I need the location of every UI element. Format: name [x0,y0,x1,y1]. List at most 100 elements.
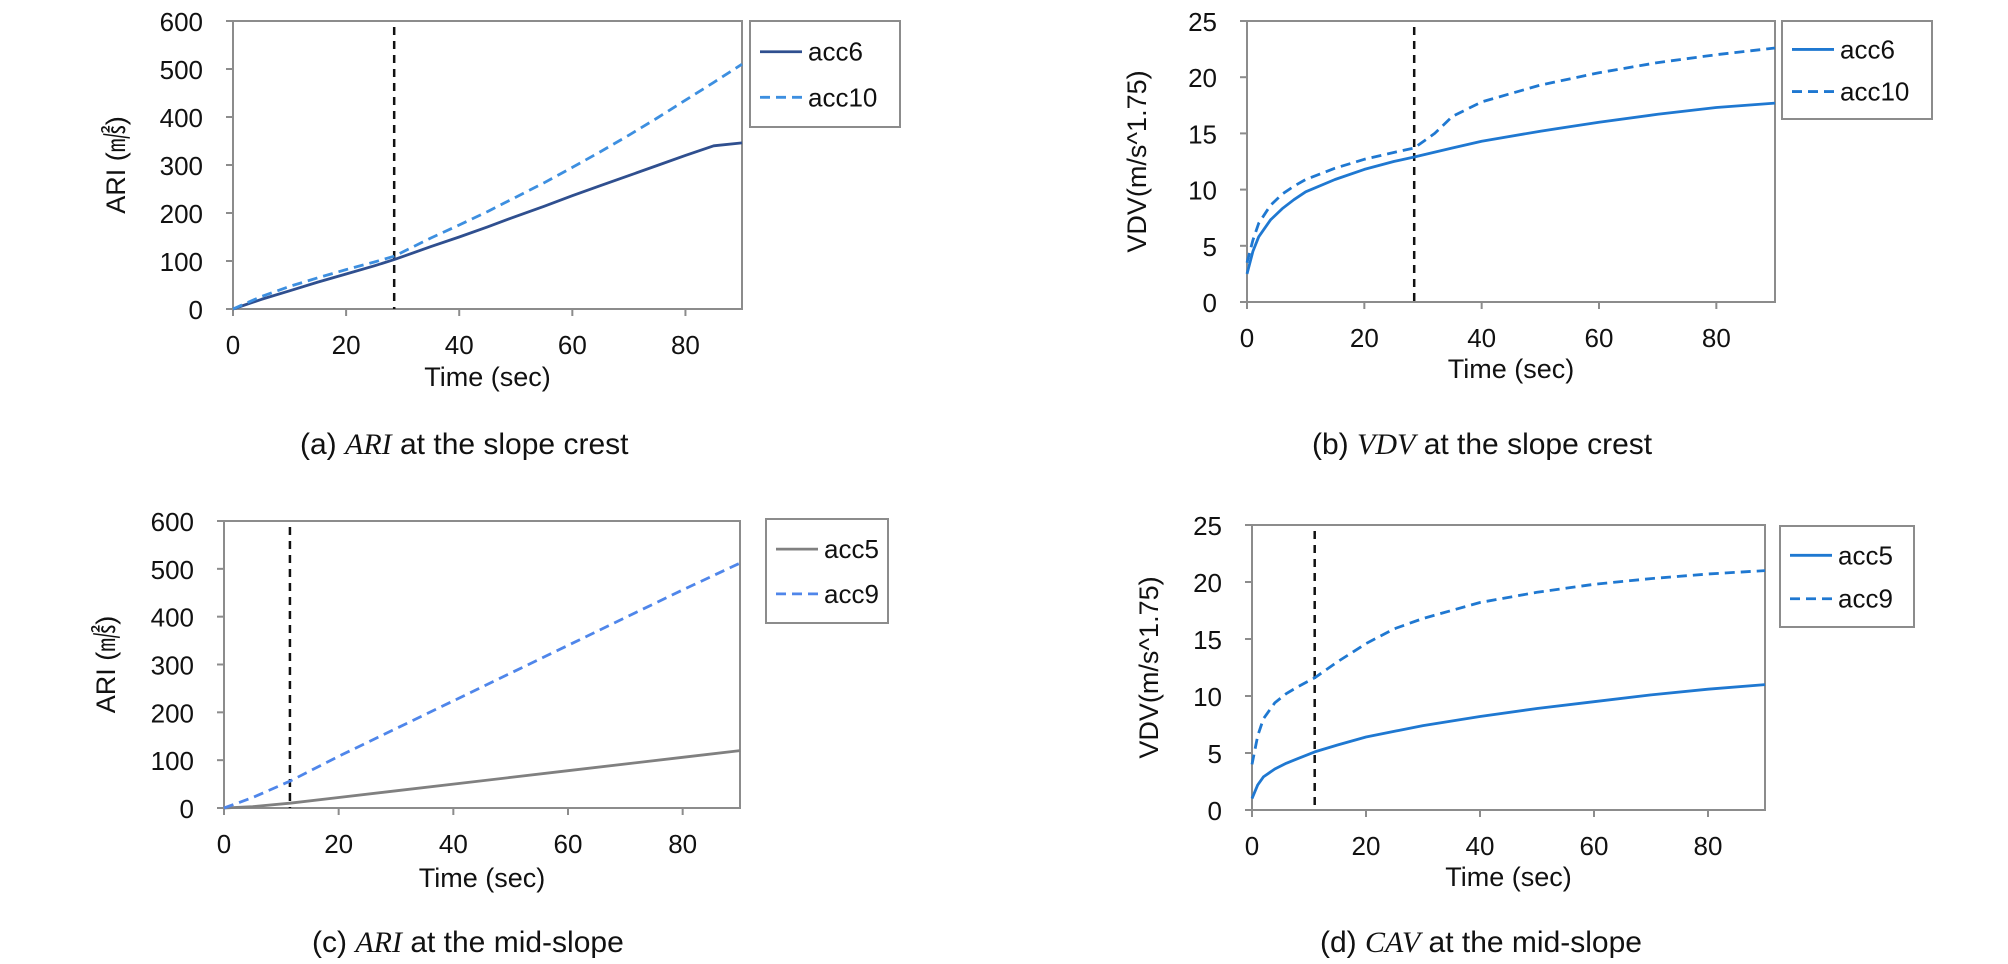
y-tick-label: 15 [1193,625,1222,655]
plot-area [223,520,741,809]
caption-c-suffix: at the mid-slope [410,926,624,959]
x-tick-label: 0 [217,829,231,859]
y-tick-label: 25 [1193,511,1222,541]
x-tick-label: 60 [558,330,587,360]
legend-box [749,20,901,128]
y-tick-label: 25 [1188,7,1217,37]
x-tick-label: 40 [445,330,474,360]
legend-label-acc5: acc5 [1838,540,1893,570]
y-tick-label: 500 [151,555,194,585]
legend-box [1779,525,1915,628]
chart-panel-0: 0 100 200 300 400 500 600 0 20 40 60 80 Time (sec) AR… [101,7,901,392]
caption-d: (d) CAV at the mid-slope [1320,926,1642,960]
legend-label-acc9: acc9 [1838,584,1893,614]
y-tick-label: 0 [1208,796,1222,826]
y-tick-label: 200 [160,199,203,229]
caption-b-suffix: at the slope crest [1423,428,1653,461]
x-tick-label: 20 [324,829,353,859]
series-line-acc9 [223,561,741,810]
x-tick-label: 80 [668,829,697,859]
x-axis-title: Time (sec) [1445,862,1572,892]
legend-label-acc5: acc5 [824,534,879,564]
caption-c: (c) ARI at the mid-slope [312,926,624,960]
x-tick-label: 40 [439,829,468,859]
legend: acc6 acc10 [749,20,901,128]
chart-panel-1: 0 5 10 15 20 25 0 20 40 60 80 Time (sec) VDV(m/s^1.7… [1122,7,1933,384]
caption-a: (a) ARI at the slope crest [300,428,628,462]
plot-area [232,20,743,310]
x-tick-label: 40 [1467,323,1496,353]
y-tick-label: 400 [151,603,194,633]
x-tick-label: 0 [1245,831,1259,861]
y-tick-label: 0 [180,794,194,824]
x-tick-label: 20 [1350,323,1379,353]
y-tick-label: 500 [160,55,203,85]
series-line-acc10 [232,63,743,311]
x-tick-label: 60 [554,829,583,859]
caption-d-suffix: at the mid-slope [1428,926,1642,959]
plot-area [1246,20,1776,303]
y-tick-label: 20 [1188,63,1217,93]
legend: acc5 acc9 [765,518,889,624]
y-tick-label: 100 [160,247,203,277]
chart-panel-2: 0 100 200 300 400 500 600 0 20 40 60 80 Time (sec) AR… [91,507,889,893]
x-tick-label: 20 [1352,831,1381,861]
x-tick-label: 60 [1585,323,1614,353]
x-tick-label: 80 [1702,323,1731,353]
caption-d-var: CAV [1365,926,1421,959]
y-tick-label: 0 [1203,288,1217,318]
x-tick-label: 60 [1580,831,1609,861]
y-tick-label: 600 [151,507,194,537]
y-tick-label: 10 [1193,682,1222,712]
y-axis-title: ARI (㎨) [91,616,121,714]
legend-label-acc6: acc6 [808,37,863,67]
y-axis-title: VDV(m/s^1.75) [1122,70,1152,252]
legend-box [765,518,889,624]
y-tick-label: 10 [1188,176,1217,206]
y-axis-title: ARI (㎨) [101,116,131,214]
y-tick-label: 100 [151,746,194,776]
caption-d-prefix: (d) [1320,926,1357,959]
series-line-acc6 [1245,101,1776,275]
caption-a-var: ARI [345,428,392,461]
x-tick-label: 80 [671,330,700,360]
caption-b-var: VDV [1357,428,1416,461]
caption-c-var: ARI [355,926,402,959]
plot-area [1251,524,1766,811]
caption-a-prefix: (a) [300,428,337,461]
legend-label-acc10: acc10 [808,82,877,112]
legend: acc6 acc10 [1781,20,1933,120]
legend-box [1781,20,1933,120]
x-tick-label: 0 [226,330,240,360]
legend-label-acc10: acc10 [1840,77,1909,107]
series-line-acc10 [1245,46,1776,264]
y-tick-label: 300 [160,151,203,181]
caption-c-prefix: (c) [312,926,347,959]
caption-a-suffix: at the slope crest [400,428,629,461]
x-tick-label: 80 [1694,831,1723,861]
y-tick-label: 5 [1208,739,1222,769]
y-tick-label: 15 [1188,119,1217,149]
x-axis-title: Time (sec) [424,362,551,392]
caption-b: (b) VDV at the slope crest [1312,428,1652,462]
series-line-acc5 [1250,683,1766,800]
y-tick-label: 300 [151,651,194,681]
x-tick-label: 0 [1240,323,1254,353]
y-axis-title: VDV(m/s^1.75) [1134,576,1164,758]
y-tick-label: 200 [151,698,194,728]
y-tick-label: 20 [1193,568,1222,598]
x-tick-label: 40 [1466,831,1495,861]
y-tick-label: 0 [189,295,203,325]
y-tick-label: 400 [160,103,203,133]
x-axis-title: Time (sec) [1448,354,1575,384]
legend-label-acc6: acc6 [1840,34,1895,64]
legend: acc5 acc9 [1779,525,1915,628]
legend-label-acc9: acc9 [824,579,879,609]
caption-b-prefix: (b) [1312,428,1349,461]
chart-panel-3: 0 5 10 15 20 25 0 20 40 60 80 Time (sec) VDV(m/s^1.7… [1134,511,1915,892]
series-line-acc6 [232,141,743,311]
y-tick-label: 5 [1203,232,1217,262]
y-tick-label: 600 [160,7,203,37]
x-tick-label: 20 [332,330,361,360]
